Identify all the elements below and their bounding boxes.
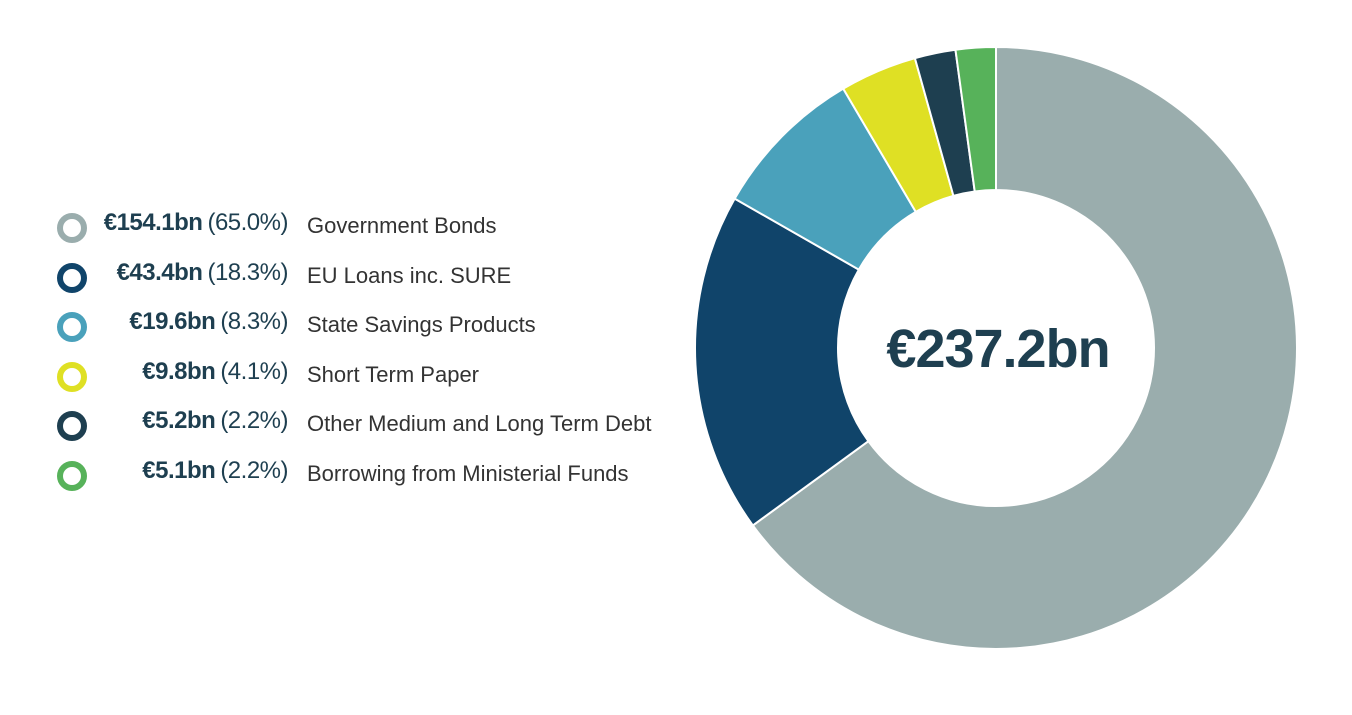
legend-label: State Savings Products — [307, 312, 536, 338]
donut-center-total: €237.2bn — [886, 319, 1109, 379]
legend-label: Borrowing from Ministerial Funds — [307, 460, 629, 486]
legend: €154.1bn (65.0%) Government Bonds €43.4bn… — [55, 203, 705, 501]
legend-dot-icon — [57, 213, 87, 243]
legend-item-state-savings: €19.6bn (8.3%) State Savings Products — [55, 302, 705, 352]
legend-dot-icon — [57, 460, 87, 491]
donut-slice-eu-loans-inc-sure — [694, 197, 870, 527]
legend-label: Government Bonds — [307, 213, 497, 238]
legend-label: Short Term Paper — [307, 361, 480, 387]
legend-dot-icon — [57, 411, 87, 442]
legend-dot-icon — [57, 361, 87, 392]
legend-value: €154.1bn — [103, 209, 203, 236]
legend-label: EU Loans inc. SURE — [307, 262, 512, 288]
legend-value: €9.8bn — [142, 357, 216, 385]
donut-slice-borrowing-from-ministerial-funds — [954, 45, 997, 193]
legend-percent: (18.3%) — [207, 258, 288, 286]
legend-value: €5.2bn — [142, 407, 216, 435]
legend-value: €43.4bn — [116, 258, 203, 286]
legend-item-government-bonds: €154.1bn (65.0%) Government Bonds — [55, 203, 705, 253]
legend-percent: (8.3%) — [220, 308, 288, 336]
legend-percent: (65.0%) — [207, 209, 288, 236]
legend-percent: (2.2%) — [220, 456, 288, 484]
legend-item-ministerial-funds: €5.1bn (2.2%) Borrowing from Ministerial … — [55, 451, 705, 501]
legend-item-short-term-paper: €9.8bn (4.1%) Short Term Paper — [55, 352, 705, 402]
legend-value: €5.1bn — [142, 456, 216, 484]
donut-slices — [694, 45, 1298, 650]
legend-percent: (4.1%) — [220, 357, 288, 385]
legend-value: €19.6bn — [129, 308, 216, 336]
legend-item-other-debt: €5.2bn (2.2%) Other Medium and Long Term … — [55, 401, 705, 451]
legend-dot-icon — [57, 262, 87, 293]
legend-dot-icon — [57, 312, 87, 343]
donut-slice-government-bonds — [751, 45, 1298, 650]
legend-percent: (2.2%) — [220, 407, 288, 435]
legend-label: Other Medium and Long Term Debt — [307, 411, 652, 437]
legend-item-eu-loans: €43.4bn (18.3%) EU Loans inc. SURE — [55, 253, 705, 303]
